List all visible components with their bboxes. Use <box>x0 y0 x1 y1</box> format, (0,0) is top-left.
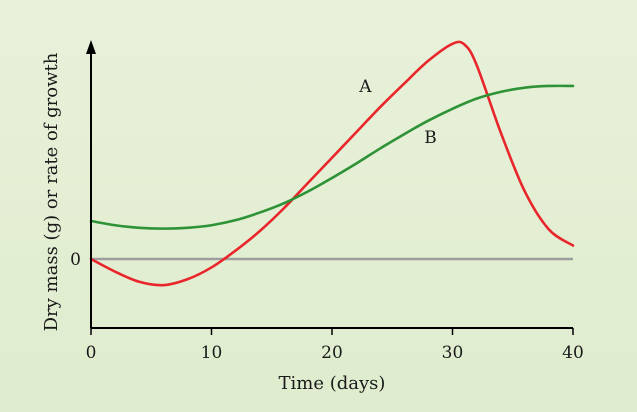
series-line-b <box>89 84 575 230</box>
series-label-b: B <box>424 128 437 148</box>
y-axis-arrowhead <box>86 40 96 54</box>
series-labels: AB <box>358 77 436 148</box>
x-tick-label: 20 <box>321 343 343 363</box>
x-tick-label: 40 <box>562 343 584 363</box>
ticks: 0 10 20 30 40 0 <box>70 250 584 363</box>
x-tick-label: 10 <box>201 343 223 363</box>
x-tick-label: 30 <box>442 343 464 363</box>
y-tick-label: 0 <box>70 250 81 270</box>
series-label-a: A <box>358 77 372 97</box>
series-line-a <box>89 40 575 287</box>
x-axis-title: Time (days) <box>279 373 386 394</box>
series-layer <box>89 40 575 287</box>
x-tick-label: 0 <box>86 343 97 363</box>
y-axis-title: Dry mass (g) or rate of growth <box>41 52 62 331</box>
